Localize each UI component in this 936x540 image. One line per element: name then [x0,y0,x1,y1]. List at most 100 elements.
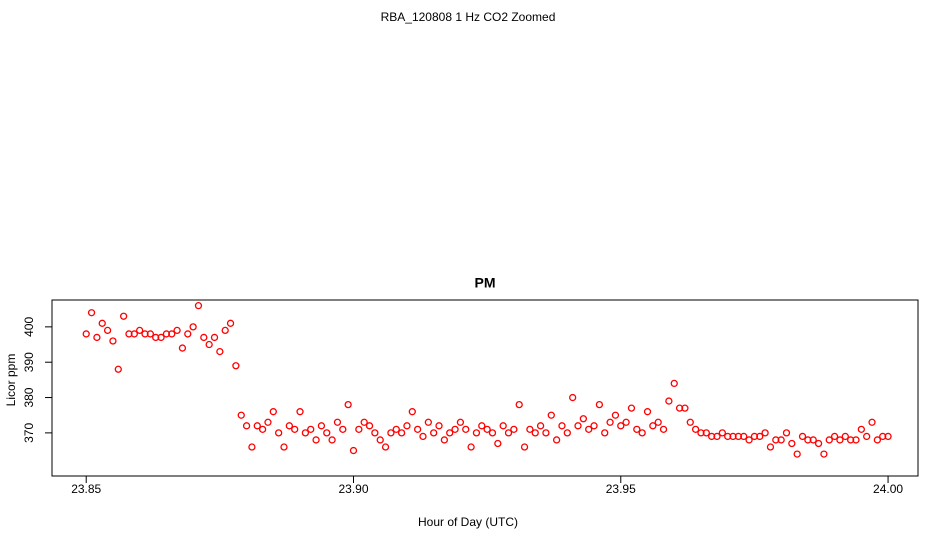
plot-frame [51,299,919,477]
point [841,432,849,441]
point [520,443,529,451]
point [462,425,470,433]
point [446,429,454,437]
point [713,432,721,441]
point [141,330,149,338]
point [884,432,892,441]
point [280,443,288,451]
point [820,450,828,458]
chart-title: PM [475,275,496,291]
point [226,319,235,327]
point [119,312,128,320]
point [387,429,395,437]
point [836,436,844,444]
point [777,436,785,444]
point [504,429,513,437]
point [643,408,652,416]
point [130,330,138,338]
point [408,408,416,416]
point [376,436,384,444]
point [745,436,753,444]
point [93,333,101,342]
point [312,436,320,444]
point [494,439,502,448]
point [756,432,764,441]
point [825,436,833,444]
point [397,429,406,437]
point [103,326,112,335]
point [879,432,887,441]
point [339,425,347,433]
point [162,330,171,338]
point [467,443,475,451]
point [184,330,192,338]
point [863,432,871,441]
point [686,418,694,426]
point [724,432,732,441]
point [617,422,625,430]
point [221,326,229,335]
point [622,418,630,426]
point [579,415,588,423]
point [323,429,331,437]
point [232,362,240,370]
point [793,450,801,458]
point [109,337,117,345]
point [857,425,865,433]
point [152,333,160,342]
point [729,432,737,441]
point [649,422,657,430]
point [718,429,726,437]
point [547,411,555,419]
point [702,429,710,437]
point [654,418,662,426]
point [675,404,684,412]
point [483,425,491,433]
point [424,418,432,426]
y-tick-label: 390 [22,352,36,372]
y-tick-label: 400 [22,317,36,337]
point [98,319,106,327]
point [526,425,534,433]
point [355,425,363,433]
point [633,425,641,433]
point [301,429,310,437]
point [552,436,561,444]
point [531,429,539,437]
point [638,429,646,437]
point [392,425,400,433]
point [360,418,368,426]
point [296,408,304,416]
point [194,302,203,310]
point [740,432,748,441]
point [440,436,449,444]
point [852,436,860,444]
y-tick-label: 370 [22,423,36,443]
point [189,323,197,331]
point [210,333,219,342]
point [627,404,636,412]
y-tick-label: 380 [22,387,36,407]
point [258,425,267,433]
point [285,422,293,430]
point [665,397,673,405]
point [873,436,882,444]
point [536,422,545,430]
point [488,429,497,437]
x-tick-label: 23.95 [606,482,636,496]
point [205,340,213,349]
point [371,429,379,437]
point [253,422,261,430]
point [216,347,224,356]
x-axis-label: Hour of Day (UTC) [418,515,518,529]
point [670,379,678,388]
point [419,432,427,441]
point [344,400,352,409]
point [782,429,791,437]
point [435,422,443,430]
point [766,443,775,451]
point [451,425,459,433]
point [601,429,609,437]
point [146,330,155,338]
point [168,330,176,338]
